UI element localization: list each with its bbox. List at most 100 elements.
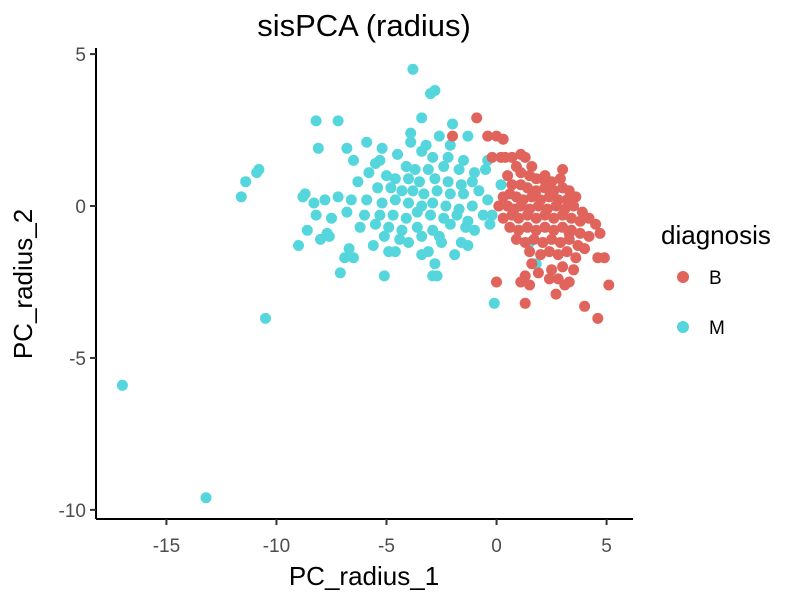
data-point bbox=[488, 297, 500, 309]
data-point bbox=[359, 209, 370, 221]
data-point bbox=[557, 164, 569, 175]
data-point bbox=[429, 173, 441, 185]
data-point bbox=[407, 63, 419, 75]
data-point bbox=[519, 297, 531, 309]
data-point bbox=[372, 182, 384, 194]
data-point bbox=[557, 209, 569, 221]
data-point bbox=[367, 240, 379, 251]
data-point bbox=[396, 185, 408, 197]
data-point bbox=[513, 212, 525, 224]
data-point bbox=[458, 154, 469, 166]
data-point bbox=[416, 249, 428, 261]
data-point bbox=[477, 209, 489, 221]
data-point bbox=[460, 221, 472, 233]
legend-label-M: M bbox=[709, 318, 725, 339]
data-point bbox=[539, 182, 551, 194]
data-point bbox=[552, 249, 564, 261]
legend-key-B bbox=[677, 271, 689, 283]
data-point bbox=[427, 151, 439, 163]
data-point bbox=[504, 221, 516, 233]
data-point bbox=[543, 246, 555, 258]
data-point bbox=[374, 154, 386, 166]
data-point bbox=[370, 218, 381, 230]
x-tick-label: -5 bbox=[378, 536, 395, 557]
data-point bbox=[326, 212, 337, 224]
y-tick-label: -5 bbox=[69, 349, 86, 370]
data-point bbox=[376, 197, 388, 209]
data-point bbox=[310, 115, 322, 127]
data-point bbox=[590, 218, 602, 230]
data-point bbox=[458, 188, 469, 200]
data-point bbox=[429, 258, 441, 270]
y-tick-label: 5 bbox=[75, 45, 86, 66]
data-point bbox=[455, 179, 467, 191]
data-point bbox=[200, 492, 212, 504]
data-point bbox=[583, 230, 595, 242]
data-point bbox=[568, 200, 580, 212]
data-point bbox=[592, 312, 604, 324]
data-point bbox=[444, 218, 456, 230]
data-point bbox=[403, 173, 414, 185]
data-point bbox=[515, 148, 527, 160]
legend-label-B: B bbox=[709, 268, 722, 289]
data-point bbox=[486, 209, 498, 221]
data-point bbox=[339, 252, 351, 264]
data-point bbox=[579, 300, 591, 312]
data-point bbox=[554, 173, 566, 185]
data-point bbox=[506, 179, 518, 191]
data-point bbox=[526, 258, 538, 270]
data-point bbox=[352, 176, 364, 188]
data-point bbox=[297, 191, 309, 203]
data-point bbox=[565, 212, 577, 224]
data-point bbox=[497, 133, 509, 145]
data-point bbox=[383, 246, 395, 258]
data-point bbox=[345, 194, 357, 206]
data-point bbox=[308, 197, 320, 209]
data-point bbox=[319, 194, 331, 206]
data-point bbox=[403, 237, 414, 248]
data-point bbox=[411, 206, 423, 218]
data-point bbox=[543, 191, 555, 203]
data-point bbox=[537, 237, 549, 248]
data-point bbox=[341, 142, 353, 154]
x-tick-label: -15 bbox=[153, 536, 180, 557]
data-point bbox=[532, 267, 544, 279]
points-layer bbox=[116, 63, 615, 504]
x-tick-label: 5 bbox=[601, 536, 612, 557]
data-point bbox=[526, 191, 538, 203]
data-point bbox=[513, 224, 525, 236]
legend-items: BM bbox=[677, 268, 725, 339]
data-point bbox=[235, 191, 247, 203]
data-point bbox=[400, 161, 412, 172]
data-point bbox=[433, 130, 445, 142]
data-point bbox=[491, 276, 502, 288]
data-point bbox=[422, 164, 434, 175]
data-point bbox=[570, 191, 582, 203]
data-point bbox=[455, 237, 467, 248]
y-tick-label: -10 bbox=[59, 501, 86, 522]
data-point bbox=[378, 230, 390, 242]
data-point bbox=[462, 130, 474, 142]
data-point bbox=[469, 167, 480, 179]
data-point bbox=[557, 261, 569, 273]
data-point bbox=[579, 243, 591, 255]
data-point bbox=[405, 127, 417, 139]
data-point bbox=[407, 185, 419, 197]
data-point bbox=[559, 279, 571, 291]
data-point bbox=[385, 182, 397, 194]
data-point bbox=[420, 139, 432, 151]
data-point bbox=[495, 179, 507, 191]
data-point bbox=[546, 233, 558, 245]
data-point bbox=[442, 176, 454, 188]
data-point bbox=[486, 151, 498, 163]
data-point bbox=[603, 279, 615, 291]
data-point bbox=[431, 185, 443, 197]
data-point bbox=[387, 209, 399, 221]
data-point bbox=[568, 264, 580, 276]
data-point bbox=[506, 151, 518, 163]
data-point bbox=[594, 227, 606, 239]
data-point bbox=[453, 164, 465, 175]
data-point bbox=[451, 209, 463, 221]
data-point bbox=[332, 115, 344, 127]
data-point bbox=[502, 170, 514, 182]
